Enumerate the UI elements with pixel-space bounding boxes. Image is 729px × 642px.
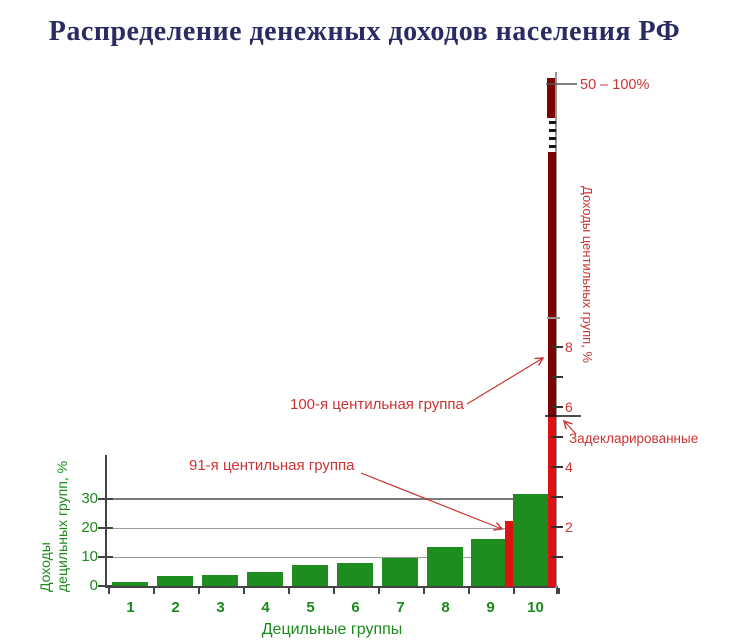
decile-bar-10: [513, 493, 549, 586]
centile-tick-7: [551, 376, 563, 378]
x-boundary-tick-8: [468, 588, 470, 594]
page-title: Распределение денежных доходов населения…: [48, 16, 681, 47]
axis-break-dash: [549, 121, 556, 124]
left-y-tick-0: [98, 585, 113, 587]
top-range-label: 50 – 100%: [580, 77, 650, 93]
x-tick-label-5: 5: [306, 599, 315, 616]
right-y-axis-title: Доходы центильных групп, %: [580, 186, 595, 363]
x-boundary-tick-0: [108, 588, 110, 594]
decile-bar-2: [157, 575, 193, 586]
axis-break-dash: [549, 129, 556, 132]
x-tick-label-4: 4: [261, 599, 270, 616]
x-tick-label-6: 6: [351, 599, 360, 616]
annotation-centile-100: 100-я центильная группа: [290, 396, 464, 413]
left-y-tick-30: [98, 498, 113, 500]
x-tick-label-2: 2: [171, 599, 180, 616]
x-boundary-tick-4: [288, 588, 290, 594]
x-boundary-tick-3: [243, 588, 245, 594]
centile-tick-6: [551, 406, 563, 408]
y-tick-label-0: 0: [89, 577, 98, 594]
centile-tick-label-6: 6: [565, 399, 573, 415]
x-boundary-tick-10: [558, 588, 560, 594]
y-tick-label-10: 10: [81, 548, 98, 565]
x-axis-end-tick: [556, 588, 558, 594]
left-y-axis-title-line2: децильных групп, %: [54, 460, 70, 592]
centile-91-bar: [505, 521, 513, 587]
x-tick-label-8: 8: [441, 599, 450, 616]
decile-bar-8: [427, 547, 463, 586]
decile-bar-7: [382, 557, 418, 586]
x-boundary-tick-1: [153, 588, 155, 594]
axis-break-dash: [549, 137, 556, 140]
x-boundary-tick-7: [423, 588, 425, 594]
gridline-10: [107, 556, 553, 558]
left-y-axis-line: [105, 455, 107, 588]
x-boundary-tick-5: [333, 588, 335, 594]
centile-tick-label-8: 8: [565, 339, 573, 355]
centile-tick-label-4: 4: [565, 459, 573, 475]
centile-y-axis-line: [555, 72, 557, 588]
axis-break-dash: [549, 145, 556, 148]
centile-100-bar-top-segment: [547, 78, 555, 118]
left-y-axis-title-line1: Доходы: [37, 542, 53, 592]
gridline-30: [107, 498, 553, 500]
annotation-centile-91: 91-я центильная группа: [189, 457, 355, 474]
centile-tick-2: [551, 526, 563, 528]
centile-tick-1: [551, 556, 563, 558]
left-y-axis-title: Доходы децильных групп, %: [37, 402, 71, 592]
arrow-centile-100: [466, 358, 543, 405]
left-y-tick-20: [98, 527, 113, 529]
decile-bar-6: [337, 562, 373, 586]
annotation-declared: Задекларированные: [569, 431, 699, 446]
centile-100-bar-lower-segment: [548, 152, 556, 416]
x-boundary-tick-6: [378, 588, 380, 594]
x-tick-label-7: 7: [396, 599, 405, 616]
x-boundary-tick-2: [198, 588, 200, 594]
left-y-tick-10: [98, 556, 113, 558]
gridline-20: [107, 527, 553, 529]
x-boundary-tick-9: [513, 588, 515, 594]
decile-bar-9: [471, 539, 507, 586]
decile-bar-5: [292, 565, 328, 586]
y-tick-label-20: 20: [81, 519, 98, 536]
x-tick-label-1: 1: [126, 599, 135, 616]
decile-bar-4: [247, 572, 283, 586]
x-tick-label-9: 9: [486, 599, 495, 616]
centile-tick-4: [551, 466, 563, 468]
x-tick-label-3: 3: [216, 599, 225, 616]
centile-tick-5: [551, 436, 563, 438]
arrow-centile-91: [360, 472, 502, 529]
decile-bar-3: [202, 574, 238, 586]
y-tick-label-30: 30: [81, 490, 98, 507]
x-axis-line: [105, 586, 558, 588]
centile-tick-3: [551, 496, 563, 498]
centile-tick-label-2: 2: [565, 519, 573, 535]
decile-bar-1: [112, 581, 148, 586]
centile-tick-8: [551, 346, 563, 348]
x-axis-title: Децильные группы: [261, 621, 403, 638]
centile-100-declared-bar: [548, 416, 556, 587]
centile-axis-gray-tick: [547, 317, 560, 319]
x-tick-label-10: 10: [527, 599, 544, 616]
